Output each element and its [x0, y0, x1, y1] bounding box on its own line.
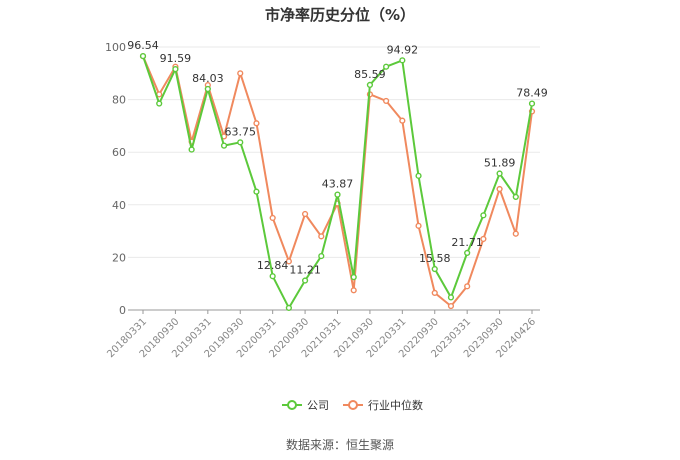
data-point	[366, 81, 374, 88]
data-point	[139, 52, 147, 60]
data-point	[447, 294, 455, 301]
y-tick-label: 100	[105, 41, 126, 54]
data-point	[220, 142, 228, 149]
data-point	[285, 304, 292, 311]
data-point	[188, 146, 195, 153]
data-label: 11.21	[289, 264, 321, 277]
data-point	[172, 66, 179, 73]
data-point	[237, 139, 244, 146]
y-tick-label: 60	[112, 146, 126, 159]
data-point	[334, 191, 341, 198]
data-point	[204, 85, 211, 93]
data-point	[383, 97, 390, 105]
y-tick-label: 40	[112, 199, 126, 212]
data-point	[431, 265, 438, 273]
data-point	[447, 302, 455, 310]
data-point	[350, 274, 357, 281]
data-label: 51.89	[484, 157, 516, 170]
data-label: 12.84	[257, 259, 289, 272]
legend-swatch-marker	[348, 400, 358, 410]
y-tick-label: 20	[112, 251, 126, 264]
y-tick-label: 80	[112, 94, 126, 107]
data-point	[269, 214, 276, 222]
data-point	[512, 193, 519, 201]
data-point	[512, 230, 519, 237]
data-label: 94.92	[387, 43, 419, 56]
data-point	[253, 120, 260, 127]
data-point	[383, 63, 390, 70]
data-point	[496, 170, 503, 177]
data-label: 63.75	[225, 125, 257, 138]
data-point	[350, 287, 357, 294]
data-point	[399, 57, 406, 64]
y-tick-label: 0	[119, 304, 126, 317]
data-point	[464, 249, 471, 257]
data-point	[237, 70, 244, 77]
data-label: 85.59	[354, 68, 386, 81]
data-point	[431, 289, 438, 297]
data-point	[496, 185, 503, 193]
data-point	[269, 273, 276, 280]
data-point	[480, 212, 487, 219]
data-point	[301, 277, 309, 284]
data-label: 15.58	[419, 252, 451, 265]
data-point	[399, 117, 406, 124]
legend-label: 公司	[307, 399, 329, 412]
data-point	[253, 188, 260, 195]
data-point	[318, 233, 325, 240]
data-point	[415, 172, 422, 179]
legend-swatch-marker	[287, 400, 297, 410]
data-label: 91.59	[160, 52, 192, 65]
data-label: 78.49	[516, 87, 548, 100]
data-label: 96.54	[127, 39, 159, 52]
data-point	[318, 252, 325, 260]
data-point	[301, 210, 309, 218]
data-source: 数据来源：恒生聚源	[285, 438, 394, 452]
legend-label: 行业中位数	[368, 398, 423, 412]
data-point	[480, 235, 487, 243]
data-point	[464, 283, 471, 290]
chart-title: 市净率历史分位（%）	[264, 6, 416, 24]
data-point	[156, 100, 163, 107]
data-point	[285, 258, 292, 265]
data-label: 43.87	[322, 178, 354, 191]
data-point	[415, 222, 422, 229]
data-point	[528, 100, 536, 107]
data-label: 84.03	[192, 72, 224, 85]
data-label: 21.71	[451, 236, 483, 249]
